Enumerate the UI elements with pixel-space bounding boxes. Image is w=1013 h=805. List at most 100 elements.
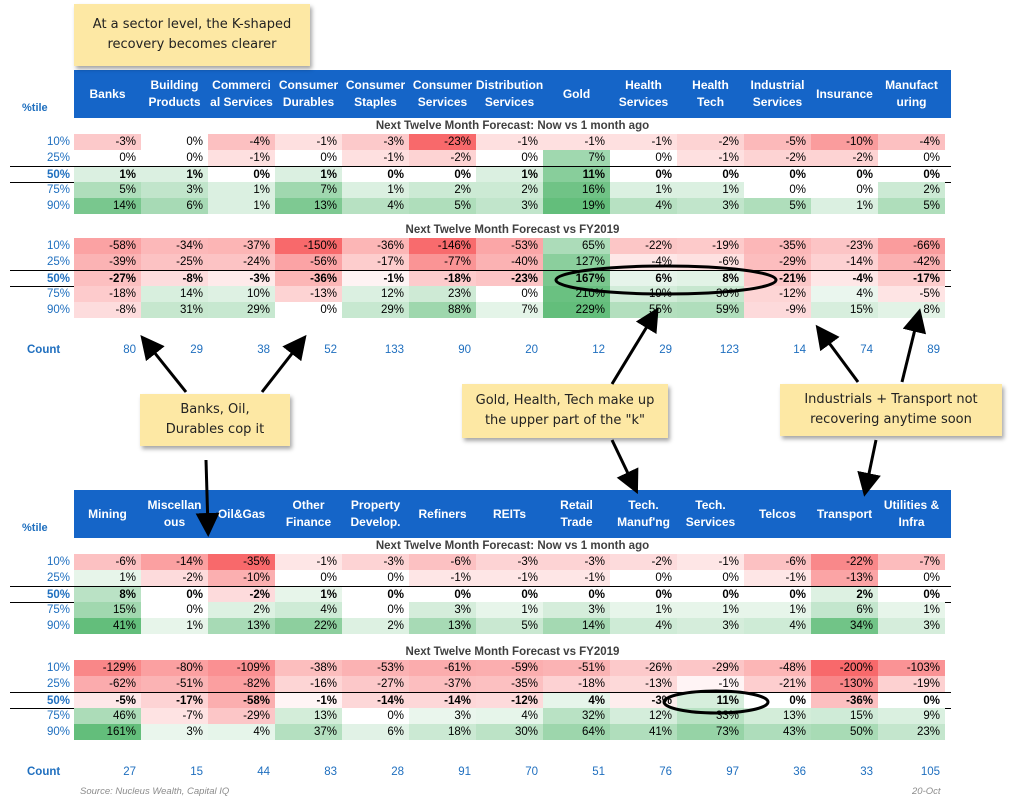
count-cell: 91 [458, 766, 471, 778]
heatmap-cell: 0% [342, 602, 409, 618]
heatmap-cell: -3% [610, 693, 677, 709]
column-header: Miscellan ous [147, 498, 202, 529]
heatmap-cell: 43% [744, 724, 811, 740]
heatmap-cell: 13% [275, 198, 342, 214]
arrow-to-tech-manuf [610, 439, 639, 495]
heatmap-cell: -1% [275, 134, 342, 150]
percentile-row-label: 10% [46, 136, 70, 148]
heatmap-cell: 0% [744, 693, 811, 709]
column-header: Consumer Durables [278, 78, 339, 109]
heatmap-cell: 1% [275, 167, 342, 183]
heatmap-cell: 12% [610, 708, 677, 724]
heatmap-cell: 22% [275, 618, 342, 634]
column-header: Mining [88, 506, 127, 521]
column-header: Gold [562, 86, 591, 101]
heatmap-cell: -29% [744, 254, 811, 270]
heatmap-cell: -5% [744, 134, 811, 150]
percentile-row-label: 25% [46, 256, 70, 268]
heatmap-cell: -26% [610, 660, 677, 676]
heatmap-cell: 1% [610, 602, 677, 618]
heatmap-cell: 33% [677, 708, 744, 724]
heatmap-cell: -4% [811, 271, 878, 287]
heatmap-cell: 14% [74, 198, 141, 214]
heatmap-cell: 0% [878, 693, 945, 709]
column-header: Transport [816, 506, 873, 521]
heatmap-cell: -1% [275, 554, 342, 570]
heatmap-cell: -29% [677, 660, 744, 676]
heatmap-cell: 13% [275, 708, 342, 724]
heatmap-cell: 127% [543, 254, 610, 270]
heatmap-cell: 5% [878, 198, 945, 214]
heatmap-cell: -3% [342, 554, 409, 570]
column-header: Telcos [758, 506, 797, 521]
heatmap-cell: 13% [208, 618, 275, 634]
heatmap-cell: 0% [275, 570, 342, 586]
heatmap-cell: 0% [610, 167, 677, 183]
heatmap-cell: 3% [141, 724, 208, 740]
source-note: Source: Nucleus Wealth, Capital IQ [80, 786, 230, 797]
heatmap-cell: 1% [610, 182, 677, 198]
heatmap-cell: 65% [543, 238, 610, 254]
heatmap-cell: 0% [744, 182, 811, 198]
heatmap-cell: 1% [141, 167, 208, 183]
heatmap-cell: -40% [476, 254, 543, 270]
heatmap-cell: -1% [677, 150, 744, 166]
heatmap-cell: 64% [543, 724, 610, 740]
heatmap-cell: 18% [409, 724, 476, 740]
heatmap-cell: 0% [610, 587, 677, 603]
heatmap-cell: -200% [811, 660, 878, 676]
sector-header-band: Banks Building Products Commerci al Servic… [74, 70, 951, 118]
heatmap-cell: -27% [342, 676, 409, 692]
heatmap-cell: -25% [141, 254, 208, 270]
heatmap-cell: 8% [677, 271, 744, 287]
table-row: 25% 0% 0% -1% 0% -1% -2% 0% 7% 0% -1% -2% -2% 0% [10, 150, 951, 166]
column-header: Insurance [816, 86, 873, 101]
heatmap-cell: 3% [878, 618, 945, 634]
heatmap-cell: 0% [878, 167, 945, 183]
heatmap-cell: -5% [74, 693, 141, 709]
heatmap-cell: 2% [342, 618, 409, 634]
heatmap-cell: 30% [677, 286, 744, 302]
heatmap-cell: -1% [208, 150, 275, 166]
heatmap-cell: -22% [811, 554, 878, 570]
section-title: Next Twelve Month Forecast: Now vs 1 mon… [375, 540, 650, 552]
heatmap-cell: -6% [409, 554, 476, 570]
count-cell: 29 [190, 344, 203, 356]
heatmap-cell: -53% [476, 238, 543, 254]
heatmap-cell: -53% [342, 660, 409, 676]
heatmap-cell: -8% [141, 271, 208, 287]
percentile-row-label: 50% [46, 169, 70, 181]
heatmap-cell: -12% [476, 693, 543, 709]
heatmap-cell: -22% [610, 238, 677, 254]
heatmap-cell: 37% [275, 724, 342, 740]
heatmap-cell: 0% [610, 150, 677, 166]
heatmap-cell: 1% [677, 602, 744, 618]
heatmap-cell: -1% [275, 693, 342, 709]
percentile-row-label: 75% [46, 288, 70, 300]
heatmap-cell: 1% [878, 602, 945, 618]
heatmap-cell: 3% [141, 182, 208, 198]
heatmap-cell: -103% [878, 660, 945, 676]
heatmap-cell: -4% [610, 254, 677, 270]
heatmap-cell: 0% [342, 708, 409, 724]
percentile-row-label: 75% [46, 604, 70, 616]
heatmap-cell: -1% [677, 676, 744, 692]
heatmap-cell: 0% [275, 302, 342, 318]
count-cell: 133 [384, 344, 404, 356]
table-row: 50% -27% -8% -3% -36% -1% -18% -23% 167% 6% 8% -21%… [10, 270, 951, 287]
heatmap-cell: 0% [141, 134, 208, 150]
heatmap-cell: 0% [208, 167, 275, 183]
count-cell: 38 [257, 344, 270, 356]
heatmap-cell: -2% [208, 587, 275, 603]
heatmap-cell: -35% [744, 238, 811, 254]
heatmap-cell: 0% [342, 570, 409, 586]
upper-k-note: Gold, Health, Tech make up the upper par… [462, 384, 668, 438]
heatmap-cell: -13% [811, 570, 878, 586]
heatmap-cell: -19% [878, 676, 945, 692]
heatmap-cell: 161% [74, 724, 141, 740]
heatmap-cell: -7% [141, 708, 208, 724]
count-cell: 28 [391, 766, 404, 778]
heatmap-cell: 4% [744, 618, 811, 634]
heatmap-cell: -17% [342, 254, 409, 270]
heatmap-cell: -5% [878, 286, 945, 302]
